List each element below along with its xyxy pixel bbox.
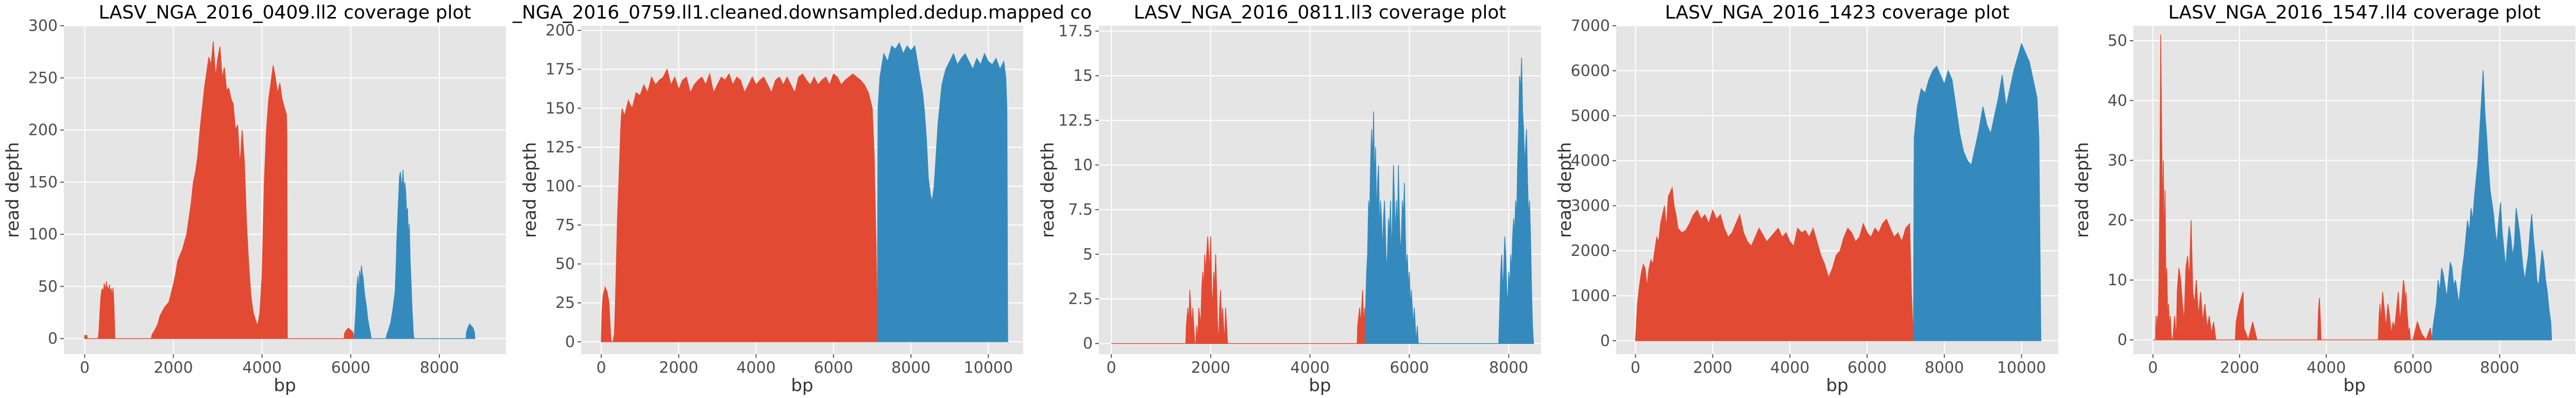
y-tick-label: 6000: [1571, 62, 1610, 80]
y-tick-label: 50: [555, 255, 575, 273]
y-tick-label: 0: [565, 333, 575, 351]
y-tick-label: 2000: [1571, 242, 1610, 260]
plot-title: _NGA_2016_0759.ll1.cleaned.downsampled.d…: [512, 2, 1092, 23]
y-tick-label: 0: [48, 330, 58, 348]
y-tick-label: 10: [2108, 271, 2127, 289]
y-axis-label: read depth: [2072, 142, 2093, 238]
x-tick-label: 6000: [331, 359, 370, 377]
x-tick-label: 6000: [1389, 359, 1429, 377]
y-tick-label: 0: [2117, 331, 2127, 349]
x-tick-label: 4000: [1291, 359, 1330, 377]
plot-title: LASV_NGA_2016_0811.ll3 coverage plot: [1133, 2, 1506, 23]
x-tick-label: 0: [80, 359, 90, 377]
y-tick-label: 125: [546, 139, 575, 157]
y-tick-label: 0: [1600, 332, 1610, 350]
y-tick-label: 0: [1083, 335, 1093, 353]
x-tick-label: 8000: [2480, 359, 2519, 377]
y-tick-label: 12.5: [1058, 112, 1093, 130]
coverage-segment-1: [2153, 34, 2433, 341]
x-tick-label: 2000: [1191, 359, 1230, 377]
y-axis-label: read depth: [520, 142, 540, 238]
x-tick-label: 4000: [736, 359, 775, 377]
coverage-segment-2: [1364, 58, 1534, 344]
x-tick-label: 10000: [964, 359, 1013, 377]
coverage-segment-1: [1111, 236, 1366, 344]
x-axis-label: bp: [791, 375, 813, 396]
y-axis-label: read depth: [1038, 142, 1058, 238]
y-tick-label: 7000: [1571, 17, 1610, 35]
x-tick-label: 0: [1631, 359, 1640, 377]
y-tick-label: 200: [546, 22, 575, 40]
coverage-plot-3: 0 2000 4000 6000 8000 0 2.5 5 7.5 10 12.5 15 17.5 LAS…: [1038, 2, 1541, 396]
plot-title: LASV_NGA_2016_1423 coverage plot: [1665, 2, 2010, 23]
coverage-segment-1: [1635, 186, 1914, 341]
x-tick-label: 4000: [2307, 359, 2346, 377]
y-tick-label: 50: [38, 278, 58, 296]
y-axis-label: read depth: [1555, 142, 1575, 238]
x-tick-label: 6000: [1848, 359, 1887, 377]
coverage-plot-2: 0 2000 4000 6000 8000 10000025507510012515017…: [512, 2, 1092, 396]
coverage-segment-2: [877, 42, 1008, 342]
x-tick-label: 2000: [659, 359, 698, 377]
y-tick-label: 150: [546, 99, 575, 117]
y-tick-label: 75: [555, 216, 575, 234]
y-tick-label: 40: [2108, 92, 2127, 110]
x-tick-label: 4000: [1770, 359, 1809, 377]
y-tick-label: 3000: [1571, 197, 1610, 215]
x-tick-label: 0: [597, 359, 606, 377]
y-tick-label: 300: [28, 17, 58, 35]
x-tick-label: 2000: [1693, 359, 1732, 377]
plot-area: [1099, 26, 1541, 354]
x-tick-label: 0: [1107, 359, 1116, 377]
coverage-plot-5: 0 2000 4000 6000 8000 0 10 20 30 40 50 LASV_NGA_201…: [2072, 2, 2575, 396]
y-tick-label: 200: [28, 122, 58, 140]
plot-title: LASV_NGA_2016_0409.ll2 coverage plot: [98, 2, 471, 23]
x-tick-label: 2000: [2220, 359, 2259, 377]
y-tick-label: 25: [555, 294, 575, 312]
y-tick-label: 150: [28, 174, 58, 192]
y-tick-label: 20: [2108, 212, 2127, 230]
x-axis-label: bp: [274, 375, 296, 396]
coverage-segment-2: [2431, 71, 2552, 340]
y-tick-label: 250: [28, 69, 58, 87]
x-tick-label: 10000: [1997, 359, 2046, 377]
y-tick-label: 1000: [1571, 287, 1610, 305]
x-tick-label: 6000: [2393, 359, 2432, 377]
coverage-segment-1: [601, 68, 878, 342]
y-axis-label: read depth: [3, 142, 23, 238]
y-tick-label: 5: [1083, 246, 1093, 264]
y-tick-label: 100: [546, 177, 575, 195]
y-tick-label: 5000: [1571, 107, 1610, 125]
y-tick-label: 7.5: [1068, 201, 1093, 219]
coverage-plot-1: 0 2000 4000 6000 8000 0 50 100 150 200 250 300 LASV_…: [3, 2, 506, 396]
y-tick-label: 30: [2108, 151, 2127, 169]
x-tick-label: 0: [2148, 359, 2158, 377]
y-tick-label: 4000: [1571, 152, 1610, 170]
coverage-segment-2: [353, 169, 476, 339]
y-tick-label: 50: [2108, 32, 2127, 50]
y-tick-label: 15: [1073, 67, 1093, 85]
y-tick-label: 175: [546, 61, 575, 79]
x-tick-label: 8000: [1925, 359, 1964, 377]
y-tick-label: 17.5: [1058, 22, 1093, 40]
x-axis-label: bp: [2343, 375, 2365, 396]
coverage-segment-1: [84, 41, 354, 339]
y-tick-label: 10: [1073, 156, 1093, 174]
x-axis-label: bp: [1309, 375, 1331, 396]
x-tick-label: 8000: [1489, 359, 1528, 377]
x-tick-label: 8000: [420, 359, 459, 377]
x-tick-label: 6000: [814, 359, 853, 377]
x-tick-label: 2000: [154, 359, 193, 377]
x-tick-label: 4000: [243, 359, 282, 377]
x-tick-label: 8000: [891, 359, 930, 377]
y-tick-label: 100: [28, 226, 58, 244]
coverage-plot-4: 0 2000 4000 6000 8000 10000 0 1000 2000 3000 4000 5…: [1555, 2, 2058, 396]
coverage-segment-2: [1913, 42, 2042, 341]
y-tick-label: 2.5: [1068, 290, 1093, 308]
x-axis-label: bp: [1826, 375, 1848, 396]
plot-title: LASV_NGA_2016_1547.ll4 coverage plot: [2168, 2, 2540, 23]
